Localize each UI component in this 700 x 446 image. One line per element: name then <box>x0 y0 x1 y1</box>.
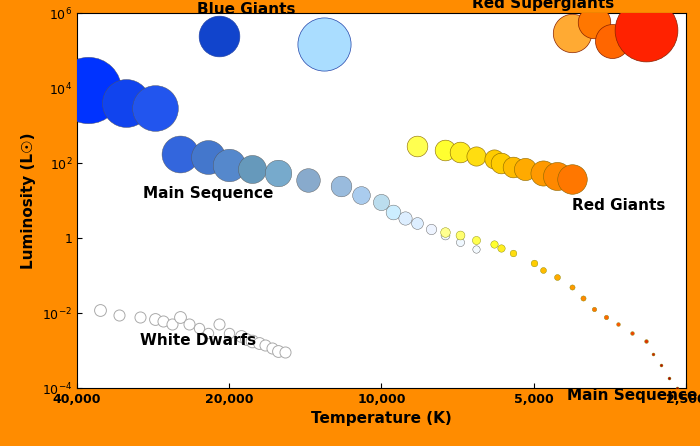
Text: Main Sequence: Main Sequence <box>566 388 697 403</box>
Point <box>213 33 224 40</box>
Point <box>241 336 252 343</box>
Point <box>259 342 270 349</box>
Point <box>439 147 450 154</box>
Point <box>203 329 214 336</box>
Point <box>672 384 683 392</box>
Point <box>519 165 531 173</box>
Point <box>439 231 450 239</box>
Point <box>470 152 482 159</box>
Point <box>134 313 146 320</box>
Text: Blue Giants: Blue Giants <box>197 2 295 17</box>
Point <box>606 38 617 45</box>
Point <box>439 228 450 235</box>
Point <box>488 155 499 162</box>
Point <box>552 173 563 180</box>
Point <box>566 283 578 290</box>
Y-axis label: Luminosity (L☉): Luminosity (L☉) <box>21 132 36 269</box>
Point <box>318 41 330 48</box>
Point <box>266 344 277 351</box>
Point <box>470 246 482 253</box>
Point <box>552 274 563 281</box>
Point <box>508 163 519 170</box>
Point <box>537 169 548 177</box>
Point <box>174 313 186 320</box>
Point <box>150 104 161 112</box>
Point <box>488 240 499 248</box>
Point <box>203 153 214 160</box>
Text: Main Sequence: Main Sequence <box>143 186 274 201</box>
Point <box>273 347 284 354</box>
Point <box>223 329 235 336</box>
Point <box>83 87 94 94</box>
Point <box>247 338 258 345</box>
Text: Red Giants: Red Giants <box>572 198 666 213</box>
Point <box>158 318 169 325</box>
Point <box>336 182 347 190</box>
Point <box>589 18 600 25</box>
Point <box>253 339 264 347</box>
Point <box>412 220 423 227</box>
Point <box>273 169 284 177</box>
Point <box>496 244 507 252</box>
Point <box>120 99 132 107</box>
Point <box>193 324 204 331</box>
Point <box>150 315 161 322</box>
Point <box>213 321 224 328</box>
Point <box>454 149 466 156</box>
Point <box>302 177 313 184</box>
Point <box>94 306 106 314</box>
Point <box>454 231 466 239</box>
Text: Red Supergiants: Red Supergiants <box>472 0 614 11</box>
Point <box>279 349 290 356</box>
Point <box>528 259 539 266</box>
Point <box>578 295 589 302</box>
Point <box>376 199 387 206</box>
Point <box>566 29 578 37</box>
Point <box>537 267 548 274</box>
Point <box>626 329 638 336</box>
Point <box>174 150 186 157</box>
Point <box>113 311 125 318</box>
Point <box>470 236 482 244</box>
Point <box>566 175 578 182</box>
Point <box>166 321 177 328</box>
Point <box>355 192 366 199</box>
Point <box>235 332 246 339</box>
Point <box>640 338 652 345</box>
Point <box>648 351 659 358</box>
Point <box>223 161 235 169</box>
Point <box>247 165 258 173</box>
Text: White Dwarfs: White Dwarfs <box>141 333 257 348</box>
Point <box>387 208 398 215</box>
Point <box>589 305 600 312</box>
Point <box>655 362 666 369</box>
Point <box>496 160 507 167</box>
X-axis label: Temperature (K): Temperature (K) <box>311 412 452 426</box>
Point <box>508 249 519 256</box>
Point <box>183 321 195 328</box>
Point <box>454 238 466 245</box>
Point <box>640 27 652 34</box>
Point <box>425 225 436 232</box>
Point <box>399 214 410 221</box>
Point <box>412 143 423 150</box>
Point <box>601 313 612 320</box>
Point <box>664 375 675 382</box>
Point <box>613 321 624 328</box>
